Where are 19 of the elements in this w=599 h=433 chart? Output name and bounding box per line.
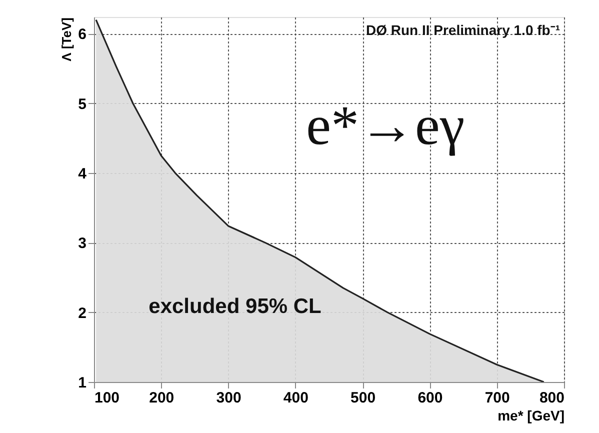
x-tick-label: 800 xyxy=(539,390,564,406)
annotation: e*→eγ xyxy=(306,95,465,157)
y-axis-title: Λ [TeV] xyxy=(59,18,74,62)
x-tick-label: 400 xyxy=(283,390,308,406)
y-tick-label: 3 xyxy=(78,235,86,252)
x-tick-label: 100 xyxy=(94,390,120,406)
annotation: DØ Run II Preliminary 1.0 fb⁻¹ xyxy=(366,22,560,38)
y-tick-label: 4 xyxy=(78,166,88,183)
y-tick-label: 2 xyxy=(78,304,86,322)
x-tick-label: 600 xyxy=(418,390,443,406)
x-tick-label: 700 xyxy=(484,390,510,406)
x-tick-label: 300 xyxy=(216,390,242,406)
x-tick-label: 200 xyxy=(149,390,174,406)
x-axis-title: me* [GeV] xyxy=(498,408,564,424)
y-tick-label: 1 xyxy=(78,374,86,392)
y-tick-label: 5 xyxy=(78,96,86,113)
y-tick-label: 6 xyxy=(78,26,86,44)
annotation: excluded 95% CL xyxy=(148,295,322,318)
x-tick-label: 500 xyxy=(350,390,376,406)
